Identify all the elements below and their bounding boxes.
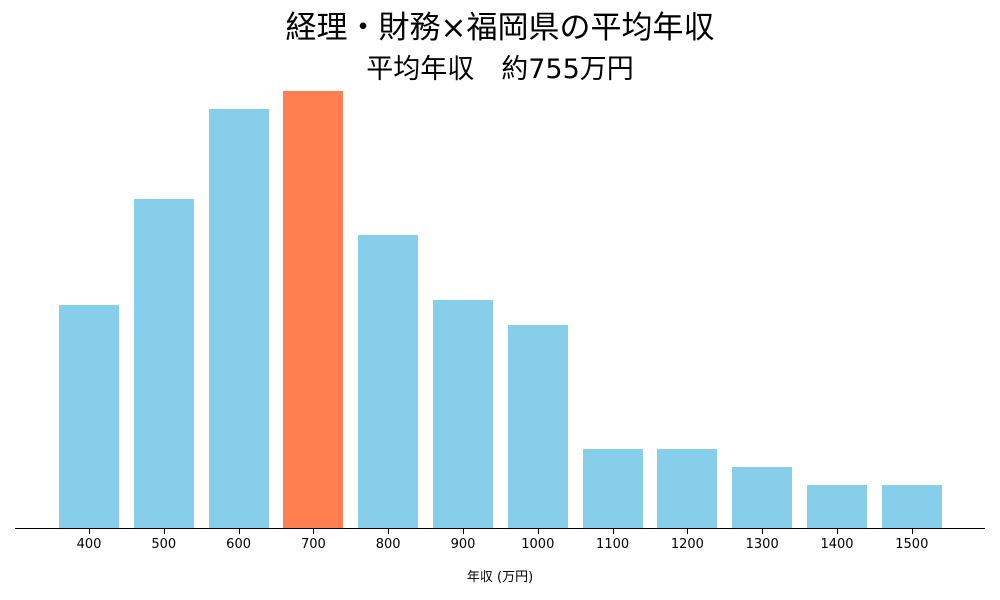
bar-800 bbox=[358, 235, 419, 529]
x-axis-label: 年収 (万円) bbox=[466, 570, 534, 585]
x-tick bbox=[163, 529, 165, 534]
bar-1200 bbox=[657, 449, 718, 529]
bar-1100 bbox=[582, 449, 643, 529]
bar-1400 bbox=[807, 485, 867, 529]
x-tick-label: 600 bbox=[226, 537, 251, 552]
bar-400 bbox=[59, 305, 119, 529]
x-tick-label: 1000 bbox=[521, 537, 555, 552]
x-tick-label: 1100 bbox=[596, 537, 630, 552]
bar-500 bbox=[133, 199, 194, 529]
bar-1500 bbox=[881, 485, 942, 529]
bar-700 bbox=[283, 91, 344, 529]
x-tick bbox=[313, 529, 315, 534]
x-tick bbox=[463, 529, 464, 534]
x-tick-label: 800 bbox=[375, 537, 401, 552]
bar-600 bbox=[208, 109, 269, 529]
x-tick bbox=[89, 529, 90, 534]
x-tick-label: 1500 bbox=[895, 537, 929, 552]
x-tick-label: 900 bbox=[450, 537, 476, 552]
x-tick-label: 500 bbox=[151, 537, 177, 552]
x-tick bbox=[911, 529, 913, 534]
x-tick-label: 1400 bbox=[820, 537, 854, 552]
x-tick bbox=[238, 529, 240, 534]
chart-title: 経理・財務×福岡県の平均年収 bbox=[285, 10, 715, 46]
x-tick-label: 1200 bbox=[670, 537, 704, 552]
x-tick-label: 1300 bbox=[745, 537, 779, 552]
x-tick bbox=[687, 529, 689, 534]
x-tick-label: 700 bbox=[300, 537, 326, 552]
bar-900 bbox=[433, 300, 493, 529]
x-axis-line bbox=[15, 528, 985, 530]
bar-1000 bbox=[507, 325, 568, 529]
x-tick bbox=[837, 529, 838, 534]
x-tick bbox=[762, 529, 764, 534]
bar-1300 bbox=[732, 467, 793, 529]
chart-subtitle: 平均年収 約755万円 bbox=[366, 54, 634, 85]
x-tick bbox=[388, 529, 390, 534]
x-tick-label: 400 bbox=[76, 537, 102, 552]
x-tick bbox=[537, 529, 539, 534]
x-tick bbox=[612, 529, 614, 534]
